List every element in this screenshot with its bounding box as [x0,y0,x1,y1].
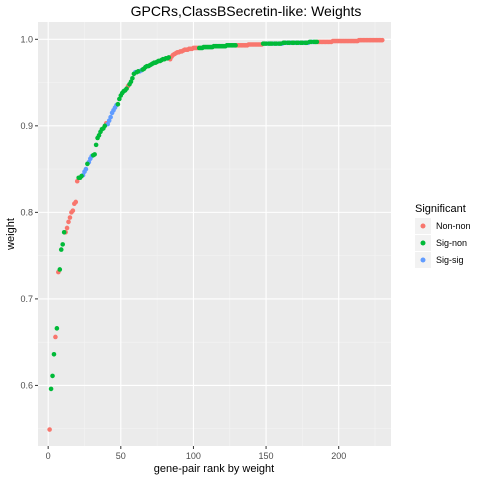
data-point [83,166,89,172]
minor-gridlines [38,22,391,446]
data-point [66,219,71,225]
data-point [108,114,113,120]
data-point [64,225,70,231]
data-point [92,152,97,157]
data-point [70,208,76,213]
x-tick-label: 50 [116,451,126,461]
legend-label: Sig-sig [436,255,464,265]
data-point [117,96,122,102]
y-axis-ticks: 0.6 0.7 0.8 0.9 1.0 [20,34,38,390]
data-point [51,351,57,357]
data-point [54,326,60,331]
data-point [50,373,55,379]
y-tick-label: 0.6 [20,380,33,390]
x-tick-label: 100 [186,451,201,461]
y-axis-title: weight [5,218,17,251]
data-point [128,79,134,85]
data-point [67,215,73,220]
data-point [314,39,320,45]
data-point [115,101,121,107]
legend-title: Significant [415,203,466,215]
data-point [58,247,64,252]
y-tick-label: 1.0 [20,34,33,44]
x-axis-title: gene-pair rank by weight [154,463,274,475]
data-point [48,386,54,392]
data-point [96,133,102,138]
data-point [102,123,108,129]
data-point [60,242,65,247]
legend-marker [420,257,426,263]
x-tick-label: 150 [259,451,274,461]
data-point [233,43,238,48]
data-point [74,178,80,184]
legend-marker [420,240,426,246]
data-point [57,267,63,272]
legend: Significant Non-non Sig-non Sig-sig [415,203,471,268]
legend-marker [420,223,426,229]
data-point [73,199,79,205]
data-points [47,37,385,432]
data-point [124,86,129,91]
chart-title: GPCRs,ClassBSecretin-like: Weights [131,3,362,19]
data-point [47,427,52,432]
data-point [130,75,135,81]
data-point [166,55,172,60]
data-point [85,161,90,167]
x-tick-label: 0 [46,451,51,461]
data-point [135,69,141,74]
data-point [79,173,84,179]
y-tick-label: 0.7 [20,294,33,304]
data-point [106,118,112,123]
legend-label: Non-non [436,221,471,231]
y-tick-label: 0.8 [20,207,33,217]
legend-items: Non-non Sig-non Sig-sig [415,218,471,268]
legend-label: Sig-non [436,238,467,248]
plot-panel [38,22,391,446]
x-tick-label: 200 [331,451,346,461]
data-point [53,334,58,340]
data-point [93,142,99,148]
data-point [61,229,67,235]
x-axis-ticks: 0 50 100 150 200 [46,446,346,461]
data-point [379,37,385,43]
y-tick-label: 0.9 [20,121,33,131]
